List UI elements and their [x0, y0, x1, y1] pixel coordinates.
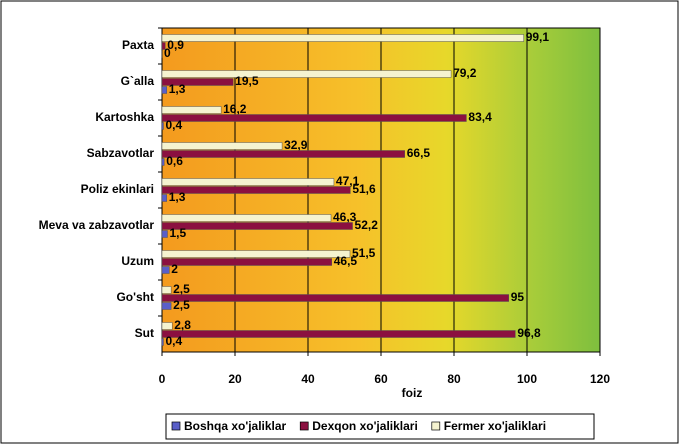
data-label: 19,5: [235, 74, 259, 88]
data-label: 2: [171, 262, 178, 276]
data-label: 51,6: [352, 182, 376, 196]
data-label: 2,8: [174, 318, 191, 332]
y-tick-label: Paxta: [122, 38, 154, 52]
data-label: 1,3: [169, 190, 186, 204]
legend: [165, 413, 595, 440]
y-tick-label: Kartoshka: [95, 110, 154, 124]
bar: [161, 122, 164, 130]
bar: [161, 294, 509, 302]
data-label: 32,9: [284, 138, 308, 152]
bar: [161, 178, 335, 186]
bar: [161, 186, 351, 194]
x-tick-label: 100: [517, 372, 537, 386]
bar: [161, 258, 332, 266]
y-tick-label: Meva va zabzavotlar: [39, 218, 155, 232]
y-tick-label: G`alla: [121, 74, 155, 88]
data-label: 47,1: [336, 174, 360, 188]
data-label: 0: [164, 46, 171, 60]
legend-swatch: [171, 421, 181, 431]
bar: [161, 322, 173, 330]
x-tick-label: 80: [447, 372, 461, 386]
legend-label: Boshqa xo'jaliklar: [184, 419, 287, 433]
legend-label: Fermer xo'jaliklari: [444, 419, 546, 433]
bar: [161, 142, 283, 150]
bar: [161, 338, 164, 346]
bar: [161, 70, 452, 78]
bar: [161, 106, 222, 114]
data-label: 2,5: [173, 298, 190, 312]
data-label: 0,4: [165, 118, 182, 132]
bar: [161, 34, 524, 42]
data-label: 52,2: [355, 218, 379, 232]
legend-swatch: [431, 421, 441, 431]
bar: [161, 222, 353, 230]
bar: [161, 158, 165, 166]
x-tick-label: 0: [159, 372, 166, 386]
x-axis-label: foiz: [402, 386, 423, 400]
data-label: 66,5: [407, 146, 431, 160]
x-tick-label: 120: [590, 372, 610, 386]
bar: [161, 150, 405, 158]
x-tick-label: 20: [228, 372, 242, 386]
bar: [161, 266, 170, 274]
data-label: 0,4: [165, 334, 182, 348]
data-label: 83,4: [468, 110, 492, 124]
bar: [161, 330, 516, 338]
data-label: 95: [511, 290, 525, 304]
data-label: 46,3: [333, 210, 357, 224]
data-label: 1,3: [169, 82, 186, 96]
legend-label: Dexqon xo'jaliklari: [312, 419, 418, 433]
bar: [161, 78, 234, 86]
y-tick-label: Poliz ekinlari: [81, 182, 154, 196]
bar: [161, 302, 172, 310]
bar: [161, 230, 168, 238]
bar: [161, 286, 172, 294]
data-label: 1,5: [169, 226, 186, 240]
bar: [161, 114, 467, 122]
data-label: 79,2: [453, 66, 477, 80]
data-label: 51,5: [352, 246, 376, 260]
data-label: 0,6: [166, 154, 183, 168]
y-tick-label: Uzum: [121, 254, 154, 268]
data-label: 2,5: [173, 282, 190, 296]
y-tick-label: Sabzavotlar: [87, 146, 155, 160]
y-tick-label: Sut: [135, 326, 154, 340]
data-label: 16,2: [223, 102, 247, 116]
data-label: 99,1: [526, 30, 550, 44]
bar: [161, 194, 167, 202]
y-tick-label: Go'sht: [116, 290, 154, 304]
data-label: 96,8: [517, 326, 541, 340]
bar: [161, 42, 166, 50]
x-tick-label: 40: [301, 372, 315, 386]
bar: [161, 250, 351, 258]
legend-swatch: [299, 421, 309, 431]
data-label: 46,5: [334, 254, 358, 268]
bar: [161, 214, 332, 222]
x-tick-label: 60: [374, 372, 388, 386]
bar: [161, 86, 167, 94]
data-label: 0,9: [167, 38, 184, 52]
